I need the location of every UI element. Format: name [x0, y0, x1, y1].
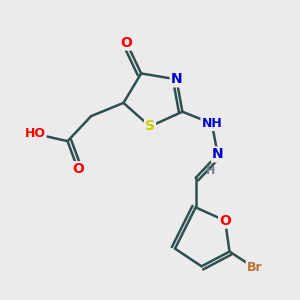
Text: S: S — [145, 119, 155, 134]
Text: H: H — [206, 166, 215, 176]
Text: HO: HO — [25, 127, 46, 140]
Text: O: O — [72, 162, 84, 176]
Text: N: N — [212, 147, 224, 161]
Text: NH: NH — [202, 117, 222, 130]
Text: Br: Br — [247, 261, 262, 274]
Text: O: O — [219, 214, 231, 228]
Text: O: O — [121, 35, 132, 50]
Text: N: N — [171, 72, 182, 86]
